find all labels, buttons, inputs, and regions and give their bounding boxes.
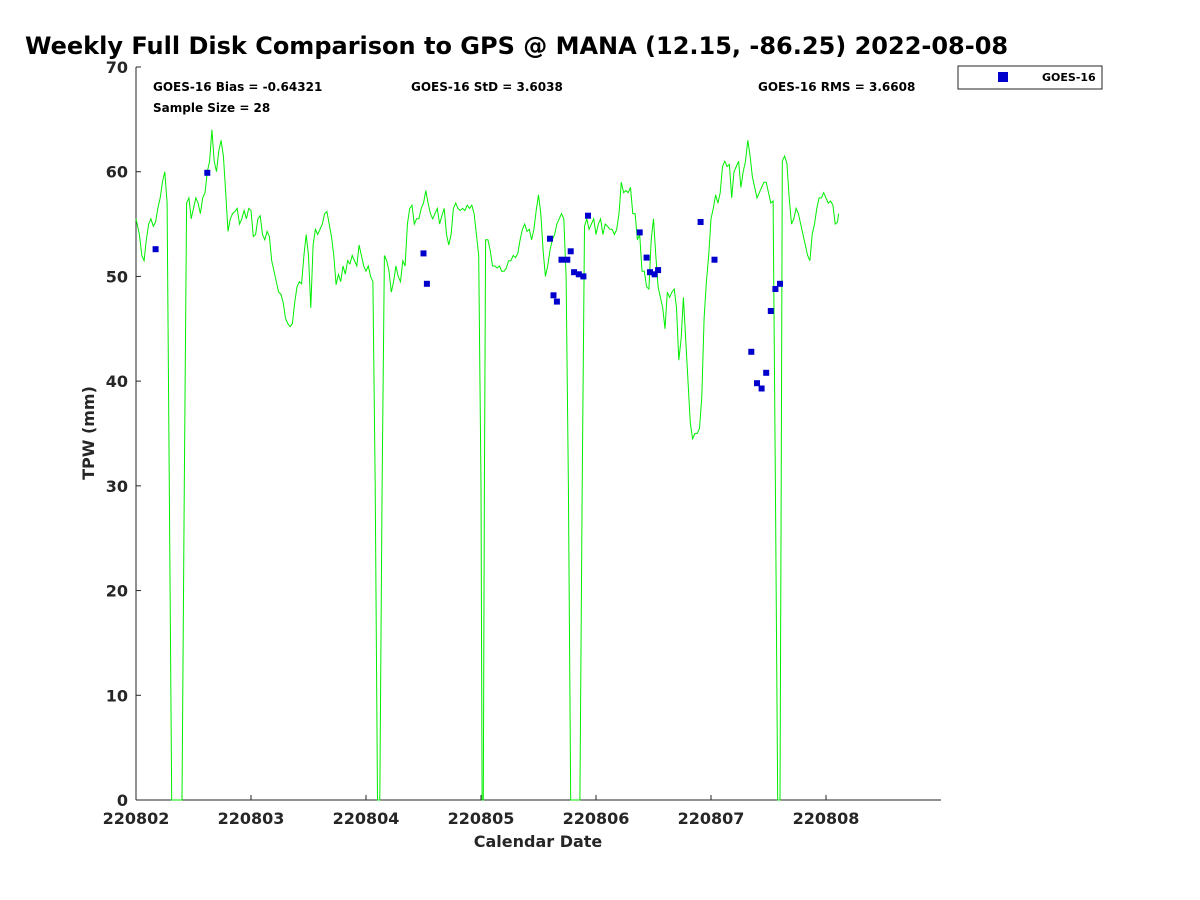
goes16-data-point [697, 219, 704, 225]
sample-size-stat: Sample Size = 28 [153, 101, 270, 115]
y-tick-label: 60 [106, 163, 128, 182]
x-tick-label: 220803 [218, 809, 285, 828]
y-tick-label: 30 [106, 477, 128, 496]
legend-marker-goes16 [998, 72, 1008, 82]
goes16-data-point [767, 308, 774, 314]
goes16-data-point [651, 271, 658, 278]
goes16-data-point [758, 385, 765, 392]
x-tick-label: 220806 [563, 809, 630, 828]
goes16-data-point [655, 267, 662, 274]
gps-tpw-line [135, 129, 840, 801]
goes16-data-point [547, 235, 553, 242]
legend-label-goes16: GOES-16 [1042, 71, 1096, 84]
plot-frame [136, 67, 941, 800]
y-tick-label: 0 [117, 791, 128, 810]
plot-area: 0 10 20 30 40 50 60 70 220802 220803 220804 220805 2… [103, 58, 941, 828]
y-axis-label: TPW (mm) [79, 386, 98, 480]
goes16-data-point [772, 286, 779, 292]
x-tick-label: 220808 [793, 809, 860, 828]
bias-stat: GOES-16 Bias = -0.64321 [153, 80, 322, 94]
goes16-data-point [647, 269, 653, 276]
y-tick-label: 50 [106, 267, 128, 286]
goes16-data-point [777, 280, 783, 287]
y-tick-label: 10 [106, 686, 128, 705]
goes16-data-point [420, 250, 427, 257]
x-axis-label: Calendar Date [474, 832, 603, 851]
goes16-data-point [423, 280, 430, 287]
goes16-data-point [711, 256, 718, 263]
std-stat: GOES-16 StD = 3.6038 [411, 80, 563, 94]
y-tick-label: 20 [106, 582, 128, 601]
x-tick-label: 220807 [678, 809, 745, 828]
goes16-data-point [580, 273, 587, 280]
goes16-data-point [636, 229, 643, 236]
axis-ticks: 0 10 20 30 40 50 60 70 220802 220803 220804 220805 2… [103, 58, 860, 828]
goes16-data-point [643, 254, 650, 261]
goes16-data-point [558, 256, 565, 263]
goes16-data-point [550, 292, 557, 299]
goes16-data-point [575, 271, 582, 278]
y-tick-label: 40 [106, 372, 128, 391]
legend: GOES-16 [957, 65, 1103, 90]
y-tick-label: 70 [106, 58, 128, 77]
x-tick-label: 220804 [333, 809, 400, 828]
goes16-data-point [564, 256, 571, 263]
goes16-data-point [585, 212, 591, 219]
goes16-data-point [204, 169, 211, 176]
goes16-data-point [152, 246, 159, 253]
goes16-data-point [553, 298, 560, 305]
goes16-data-point [748, 348, 755, 355]
x-tick-label: 220802 [103, 809, 170, 828]
x-tick-label: 220805 [448, 809, 515, 828]
goes16-data-point [763, 369, 770, 376]
goes16-data-point [571, 269, 578, 276]
legend-box [957, 65, 1103, 90]
rms-stat: GOES-16 RMS = 3.6608 [758, 80, 915, 94]
goes16-data-point [567, 248, 574, 255]
goes16-markers [152, 169, 783, 392]
goes16-data-point [754, 380, 760, 387]
chart-title: Weekly Full Disk Comparison to GPS @ MAN… [25, 32, 1008, 60]
